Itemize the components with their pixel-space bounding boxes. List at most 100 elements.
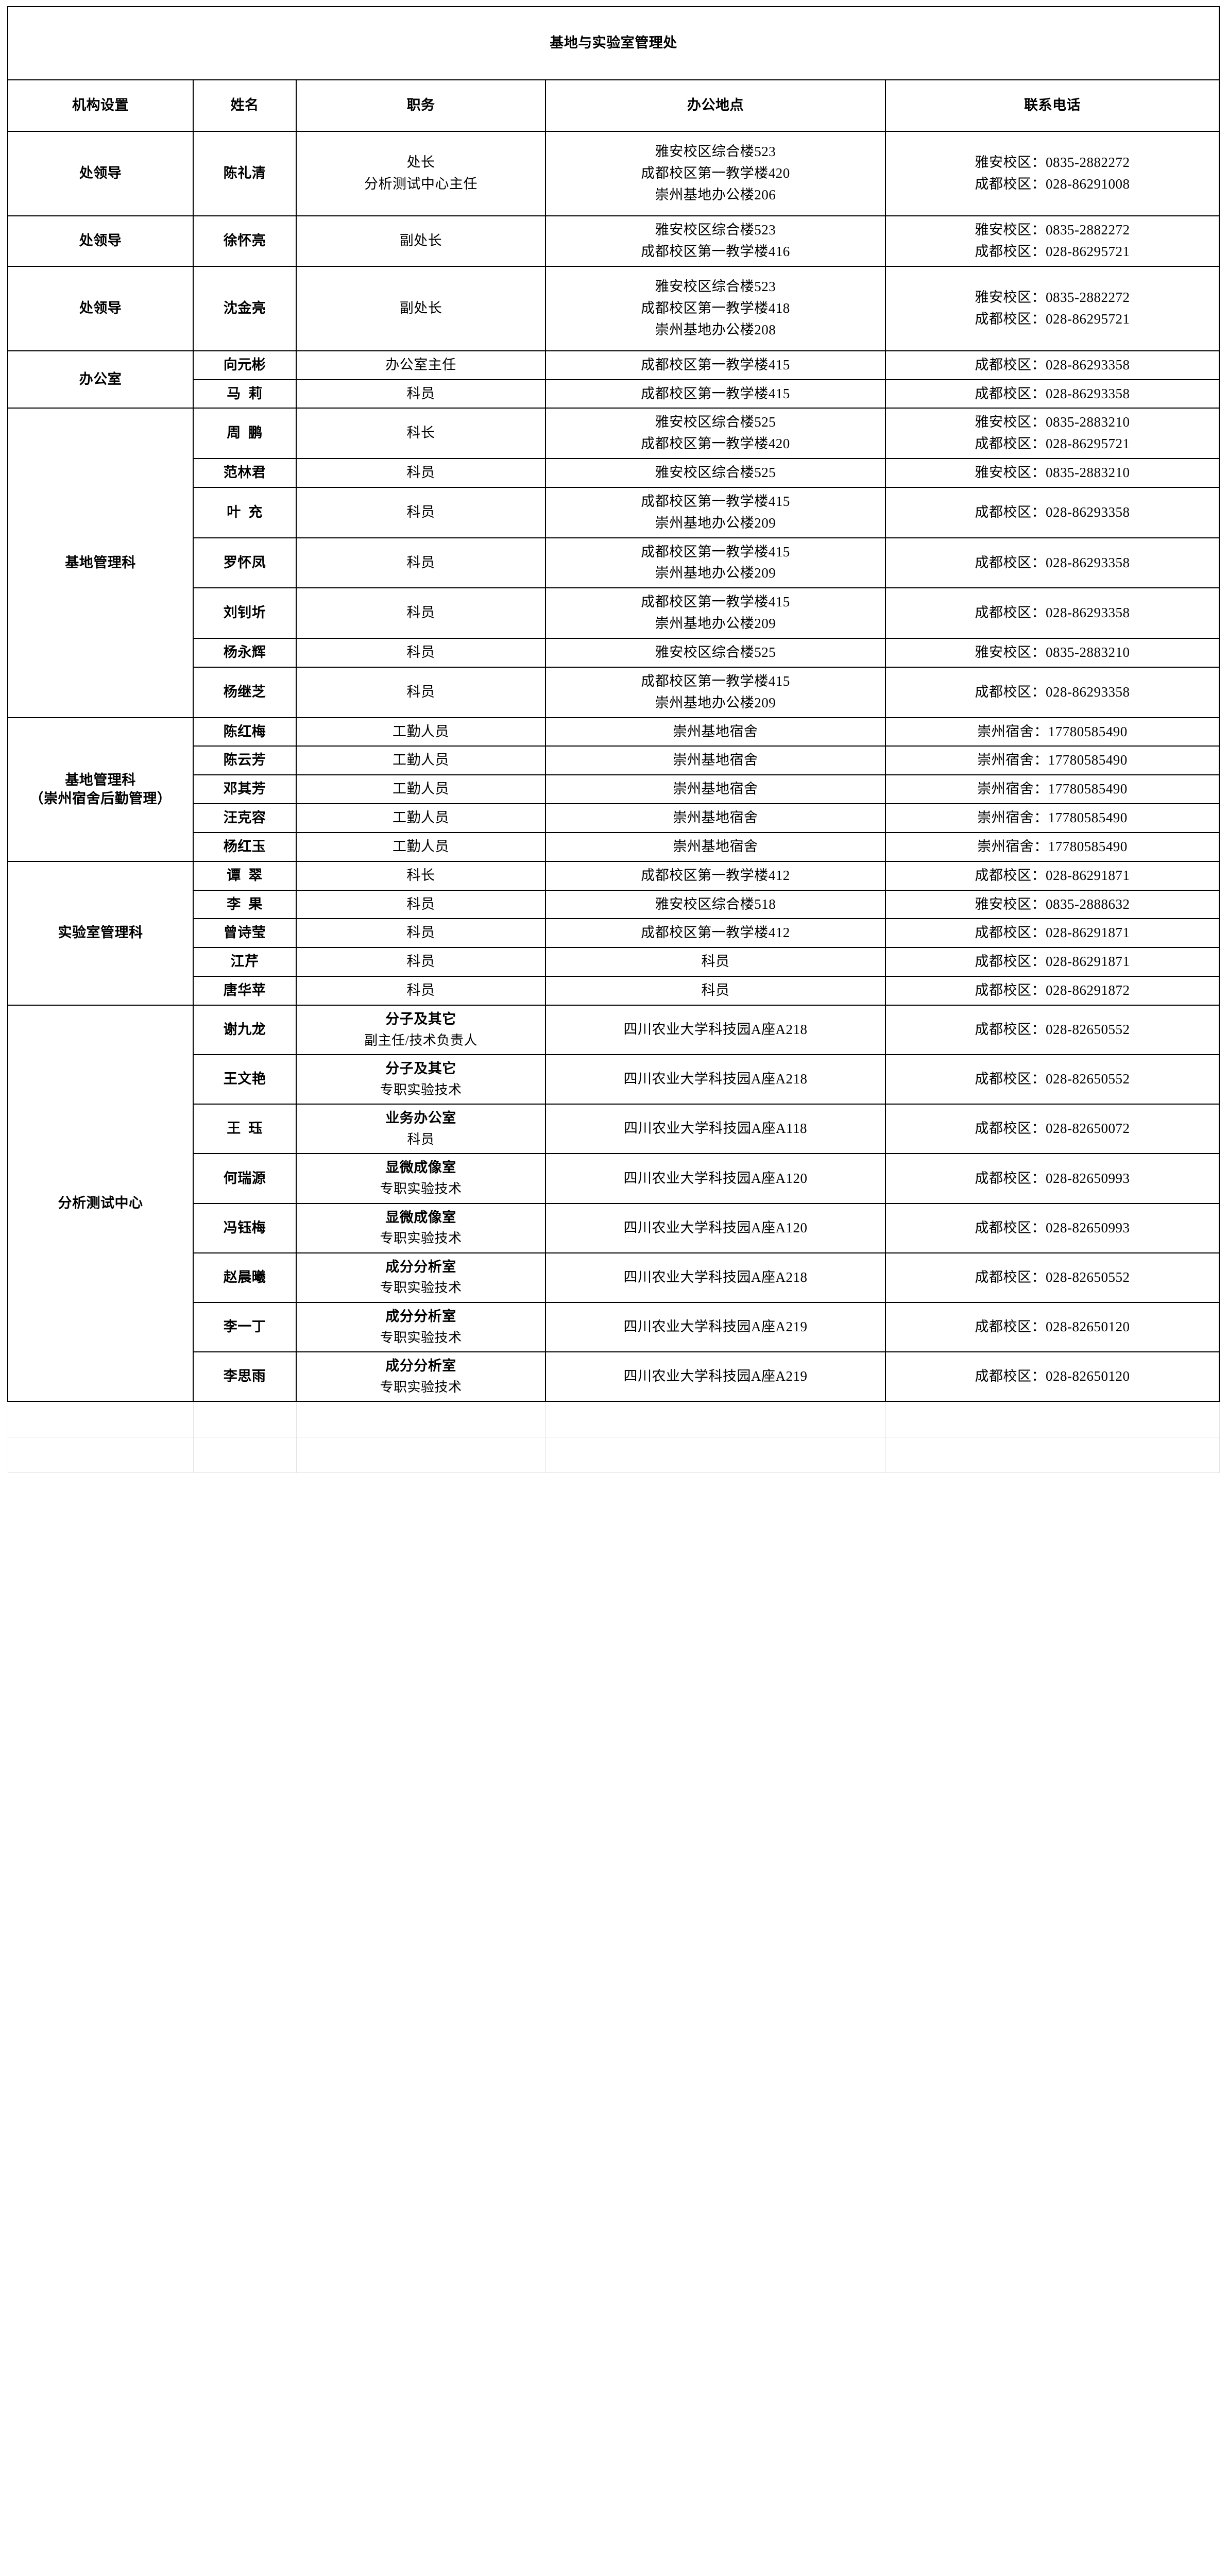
job-title-cell: 成分分析室专职实验技术 xyxy=(296,1351,546,1402)
text-line: 成都校区：028-86295721 xyxy=(975,311,1130,327)
table-row: 处领导 沈金亮 副处长 雅安校区综合楼523 成都校区第一教学楼418 崇州基地办公楼20… xyxy=(7,265,1220,351)
text-line: 崇州宿舍：17780585490 xyxy=(977,781,1128,797)
table-row: 范林君 科员 雅安校区综合楼525 雅安校区：0835-2883210 xyxy=(8,458,1220,488)
person-name-cell: 王 珏 xyxy=(193,1104,297,1155)
text-line: 成都校区：028-86295721 xyxy=(975,243,1130,259)
table-row: 杨继芝 科员 成都校区第一教学楼415 崇州基地办公楼209 成都校区：028-8629… xyxy=(8,666,1220,718)
contact-phone-cell: 成都校区：028-82650552 xyxy=(885,1054,1220,1105)
table-row: 赵晨曦 成分分析室 专职实验技术 四川农业大学科技园A座A218 成都校区：028-82… xyxy=(8,1252,1220,1303)
office-location-cell: 四川农业大学科技园A座A219 xyxy=(545,1301,886,1352)
job-title-cell: 科员 xyxy=(296,918,546,948)
contact-phone-cell: 成都校区：028-82650993 xyxy=(885,1153,1220,1204)
person-name-cell: 汪克容 xyxy=(193,803,297,833)
text-line: 崇州宿舍：17780585490 xyxy=(977,810,1128,826)
contact-phone-cell: 成都校区：028-86291872 xyxy=(885,976,1220,1006)
text-line: 成都校区：028-86293358 xyxy=(975,554,1130,570)
column-header-0: 机构设置 xyxy=(7,79,194,132)
spreadsheet-page: 基地与实验室管理处 机构设置 姓名 职务 办公地点 联系电话 处领导 陈礼清 处长 分析测试中心主… xyxy=(0,6,1228,1473)
job-title-cell: 科员 xyxy=(296,537,546,589)
org-unit-cell: 处领导 xyxy=(7,215,194,267)
person-name-cell: 沈金亮 xyxy=(193,265,297,351)
text-line: 雅安校区综合楼525 xyxy=(655,644,776,660)
table-row: 办公室 向元彬 办公室主任 成都校区第一教学楼415 成都校区：028-86293358 xyxy=(7,350,1220,409)
text-line: 成都校区：028-86295721 xyxy=(975,436,1130,452)
org-unit-cell: 基地管理科 xyxy=(7,408,194,718)
text-line: 成都校区第一教学楼415 xyxy=(641,493,790,509)
empty-cell xyxy=(545,1401,886,1438)
text-line: 崇州宿舍：17780585490 xyxy=(977,752,1128,768)
text-line: 成都校区：028-86293358 xyxy=(975,684,1130,700)
person-name-cell: 罗怀凤 xyxy=(193,537,297,589)
text-line: 科长 xyxy=(406,425,435,441)
office-location-cell: 四川农业大学科技园A座A120 xyxy=(545,1153,886,1204)
text-line: 分子及其它 xyxy=(385,1011,456,1027)
job-title-cell: 副处长 xyxy=(296,215,546,267)
text-line: 副主任/技术负责人 xyxy=(364,1032,477,1048)
column-header-3: 办公地点 xyxy=(545,79,886,132)
table-row: 杨红玉 工勤人员 崇州基地宿舍 崇州宿舍：17780585490 xyxy=(8,832,1220,862)
contact-phone-cell: 崇州宿舍：17780585490 xyxy=(885,832,1220,862)
table-row: 冯钰梅 显微成像室 专职实验技术 四川农业大学科技园A座A120 成都校区：028-82… xyxy=(8,1202,1220,1253)
table-row: 李一丁 成分分析室 专职实验技术 四川农业大学科技园A座A219 成都校区：028-82… xyxy=(8,1301,1220,1352)
contact-phone-cell: 成都校区：028-86291871 xyxy=(885,947,1220,977)
person-name-cell: 江芹 xyxy=(193,947,297,977)
text-line: 成都校区：028-82650552 xyxy=(975,1269,1130,1285)
text-line: 崇州基地宿舍 xyxy=(673,781,758,797)
contact-phone-cell: 崇州宿舍：17780585490 xyxy=(885,717,1220,747)
text-line: 工勤人员 xyxy=(393,810,449,826)
table-row: 刘钊圻 科员 成都校区第一教学楼415 崇州基地办公楼209 成都校区：028-8629… xyxy=(8,587,1220,639)
person-name-cell: 冯钰梅 xyxy=(193,1202,297,1253)
text-line: 科员 xyxy=(406,684,435,700)
person-name-cell: 王文艳 xyxy=(193,1054,297,1105)
contact-phone-cell: 雅安校区：0835-2883210 成都校区：028-86295721 xyxy=(885,408,1220,460)
table-row: 曾诗莹 科员 成都校区第一教学楼412 成都校区：028-86291871 xyxy=(8,918,1220,948)
job-title-cell: 办公室主任 xyxy=(296,350,546,380)
text-line: 成都校区第一教学楼418 xyxy=(641,300,790,316)
person-name-cell: 杨永辉 xyxy=(193,637,297,668)
job-title-cell: 业务办公室 科员 xyxy=(296,1104,546,1155)
contact-phone-cell: 成都校区：028-82650552 xyxy=(885,1004,1220,1056)
office-location-cell: 四川农业大学科技园A座A219 xyxy=(545,1351,886,1402)
office-location-cell: 四川农业大学科技园A座A218 xyxy=(545,1004,886,1056)
office-location-cell: 科员 xyxy=(545,976,886,1006)
table-row: 基地管理科周 鹏科长 雅安校区综合楼525 成都校区第一教学楼420 雅安校区：083… xyxy=(7,408,1220,718)
job-title-cell: 工勤人员 xyxy=(296,717,546,747)
text-line: 专职实验技术 xyxy=(380,1379,462,1395)
office-location-cell: 四川农业大学科技园A座A218 xyxy=(545,1054,886,1105)
contact-phone-cell: 雅安校区：0835-2888632 xyxy=(885,889,1220,920)
job-title-cell: 科员 xyxy=(296,947,546,977)
office-location-cell: 成都校区第一教学楼415 xyxy=(545,379,886,409)
text-line: 雅安校区综合楼518 xyxy=(655,896,776,912)
text-line: 成都校区第一教学楼416 xyxy=(641,243,790,259)
table-row: 李思雨 成分分析室 专职实验技术 四川农业大学科技园A座A219 成都校区：028-82… xyxy=(8,1351,1220,1402)
text-line: 成都校区第一教学楼415 xyxy=(641,385,790,401)
job-title-cell: 副处长 xyxy=(296,265,546,351)
office-location-cell: 雅安校区综合楼523 成都校区第一教学楼416 xyxy=(545,215,886,267)
job-title-cell: 分子及其它副主任/技术负责人 xyxy=(296,1004,546,1056)
empty-cell xyxy=(296,1401,546,1438)
text-line: 成分分析室 xyxy=(385,1358,456,1374)
text-line: 成都校区第一教学楼415 xyxy=(641,594,790,610)
column-header-4: 联系电话 xyxy=(885,79,1220,132)
text-line: 雅安校区：0835-2882272 xyxy=(975,155,1130,171)
text-line: 成都校区第一教学楼420 xyxy=(641,436,790,452)
table-row: 王文艳 分子及其它 专职实验技术 四川农业大学科技园A座A218 成都校区：028-82… xyxy=(8,1054,1220,1105)
contact-phone-cell: 成都校区：028-86293358 xyxy=(885,587,1220,639)
job-title-cell: 科员 xyxy=(296,976,546,1006)
text-line: 成都校区第一教学楼415 xyxy=(641,673,790,689)
office-location-cell: 雅安校区综合楼523 成都校区第一教学楼420 崇州基地办公楼206 xyxy=(545,131,886,216)
text-line: 雅安校区：0835-2883210 xyxy=(975,465,1130,481)
text-line: 专职实验技术 xyxy=(380,1231,462,1246)
office-location-cell: 成都校区第一教学楼415 崇州基地办公楼209 xyxy=(545,537,886,589)
person-name-cell: 陈云芳 xyxy=(193,745,297,776)
org-unit-cell: 分析测试中心 xyxy=(7,1004,194,1402)
office-location-cell: 四川农业大学科技园A座A118 xyxy=(545,1104,886,1155)
text-line: 四川农业大学科技园A座A218 xyxy=(623,1269,808,1285)
table-row: 江芹 科员 科员 成都校区：028-86291871 xyxy=(8,947,1220,977)
text-line: 处长 xyxy=(406,155,435,171)
contact-phone-cell: 成都校区：028-86293358 xyxy=(885,537,1220,589)
table-row: 李 果 科员 雅安校区综合楼518 雅安校区：0835-2888632 xyxy=(8,889,1220,920)
table-row: 邓其芳 工勤人员 崇州基地宿舍 崇州宿舍：17780585490 xyxy=(8,774,1220,805)
empty-cell xyxy=(545,1437,886,1473)
text-line: 成都校区：028-82650552 xyxy=(975,1071,1130,1087)
